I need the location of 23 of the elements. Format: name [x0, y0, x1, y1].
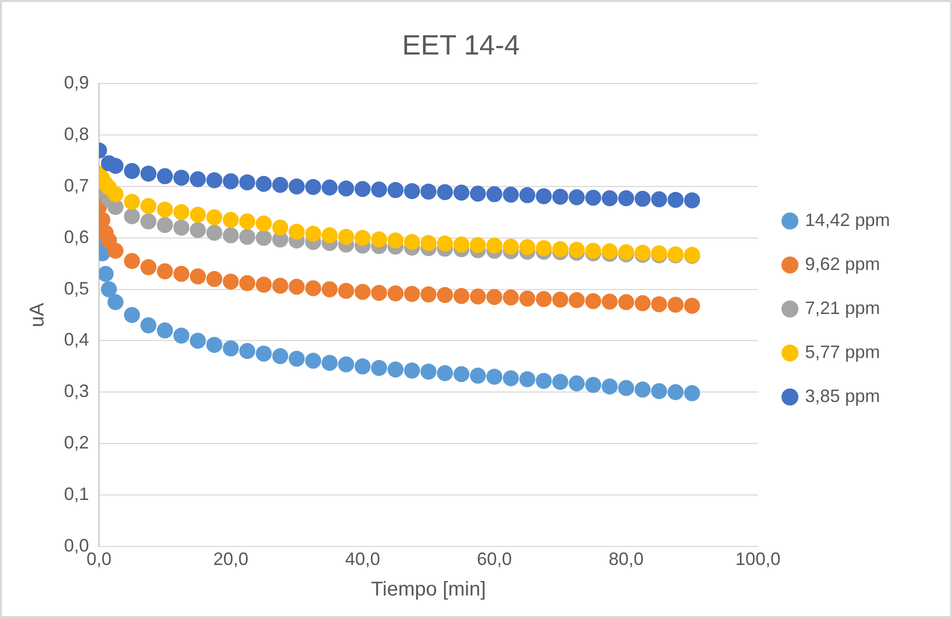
- x-tick-label: 0,0: [86, 549, 112, 570]
- legend-label: 14,42 ppm: [804, 210, 890, 230]
- y-axis-title: uA: [26, 302, 49, 328]
- x-axis-title: Tiempo [min]: [371, 578, 486, 601]
- y-tick-label: 0,5: [64, 278, 90, 298]
- x-tick-label: 80,0: [608, 549, 644, 570]
- y-tick-label: 0,3: [64, 381, 90, 402]
- legend-label: 9,62 ppm: [804, 254, 880, 274]
- chart-title: EET 14-4: [402, 30, 520, 61]
- legend-label: 5,77 ppm: [804, 342, 880, 362]
- x-tick-label: 40,0: [345, 549, 380, 570]
- legend-label: 7,21 ppm: [804, 298, 880, 318]
- y-tick-label: 0,9: [64, 72, 90, 93]
- x-tick-label: 100,0: [735, 549, 780, 570]
- x-tick-label: 60,0: [476, 549, 512, 570]
- x-tick-label: 20,0: [213, 549, 248, 570]
- y-tick-label: 0,7: [64, 175, 90, 196]
- y-tick-label: 0,1: [64, 484, 90, 504]
- y-tick-label: 0,8: [64, 124, 90, 144]
- y-tick-label: 0,2: [64, 432, 90, 453]
- y-tick-label: 0,6: [64, 226, 90, 247]
- legend-label: 3,85 ppm: [804, 386, 880, 406]
- y-tick-label: 0,4: [64, 330, 90, 350]
